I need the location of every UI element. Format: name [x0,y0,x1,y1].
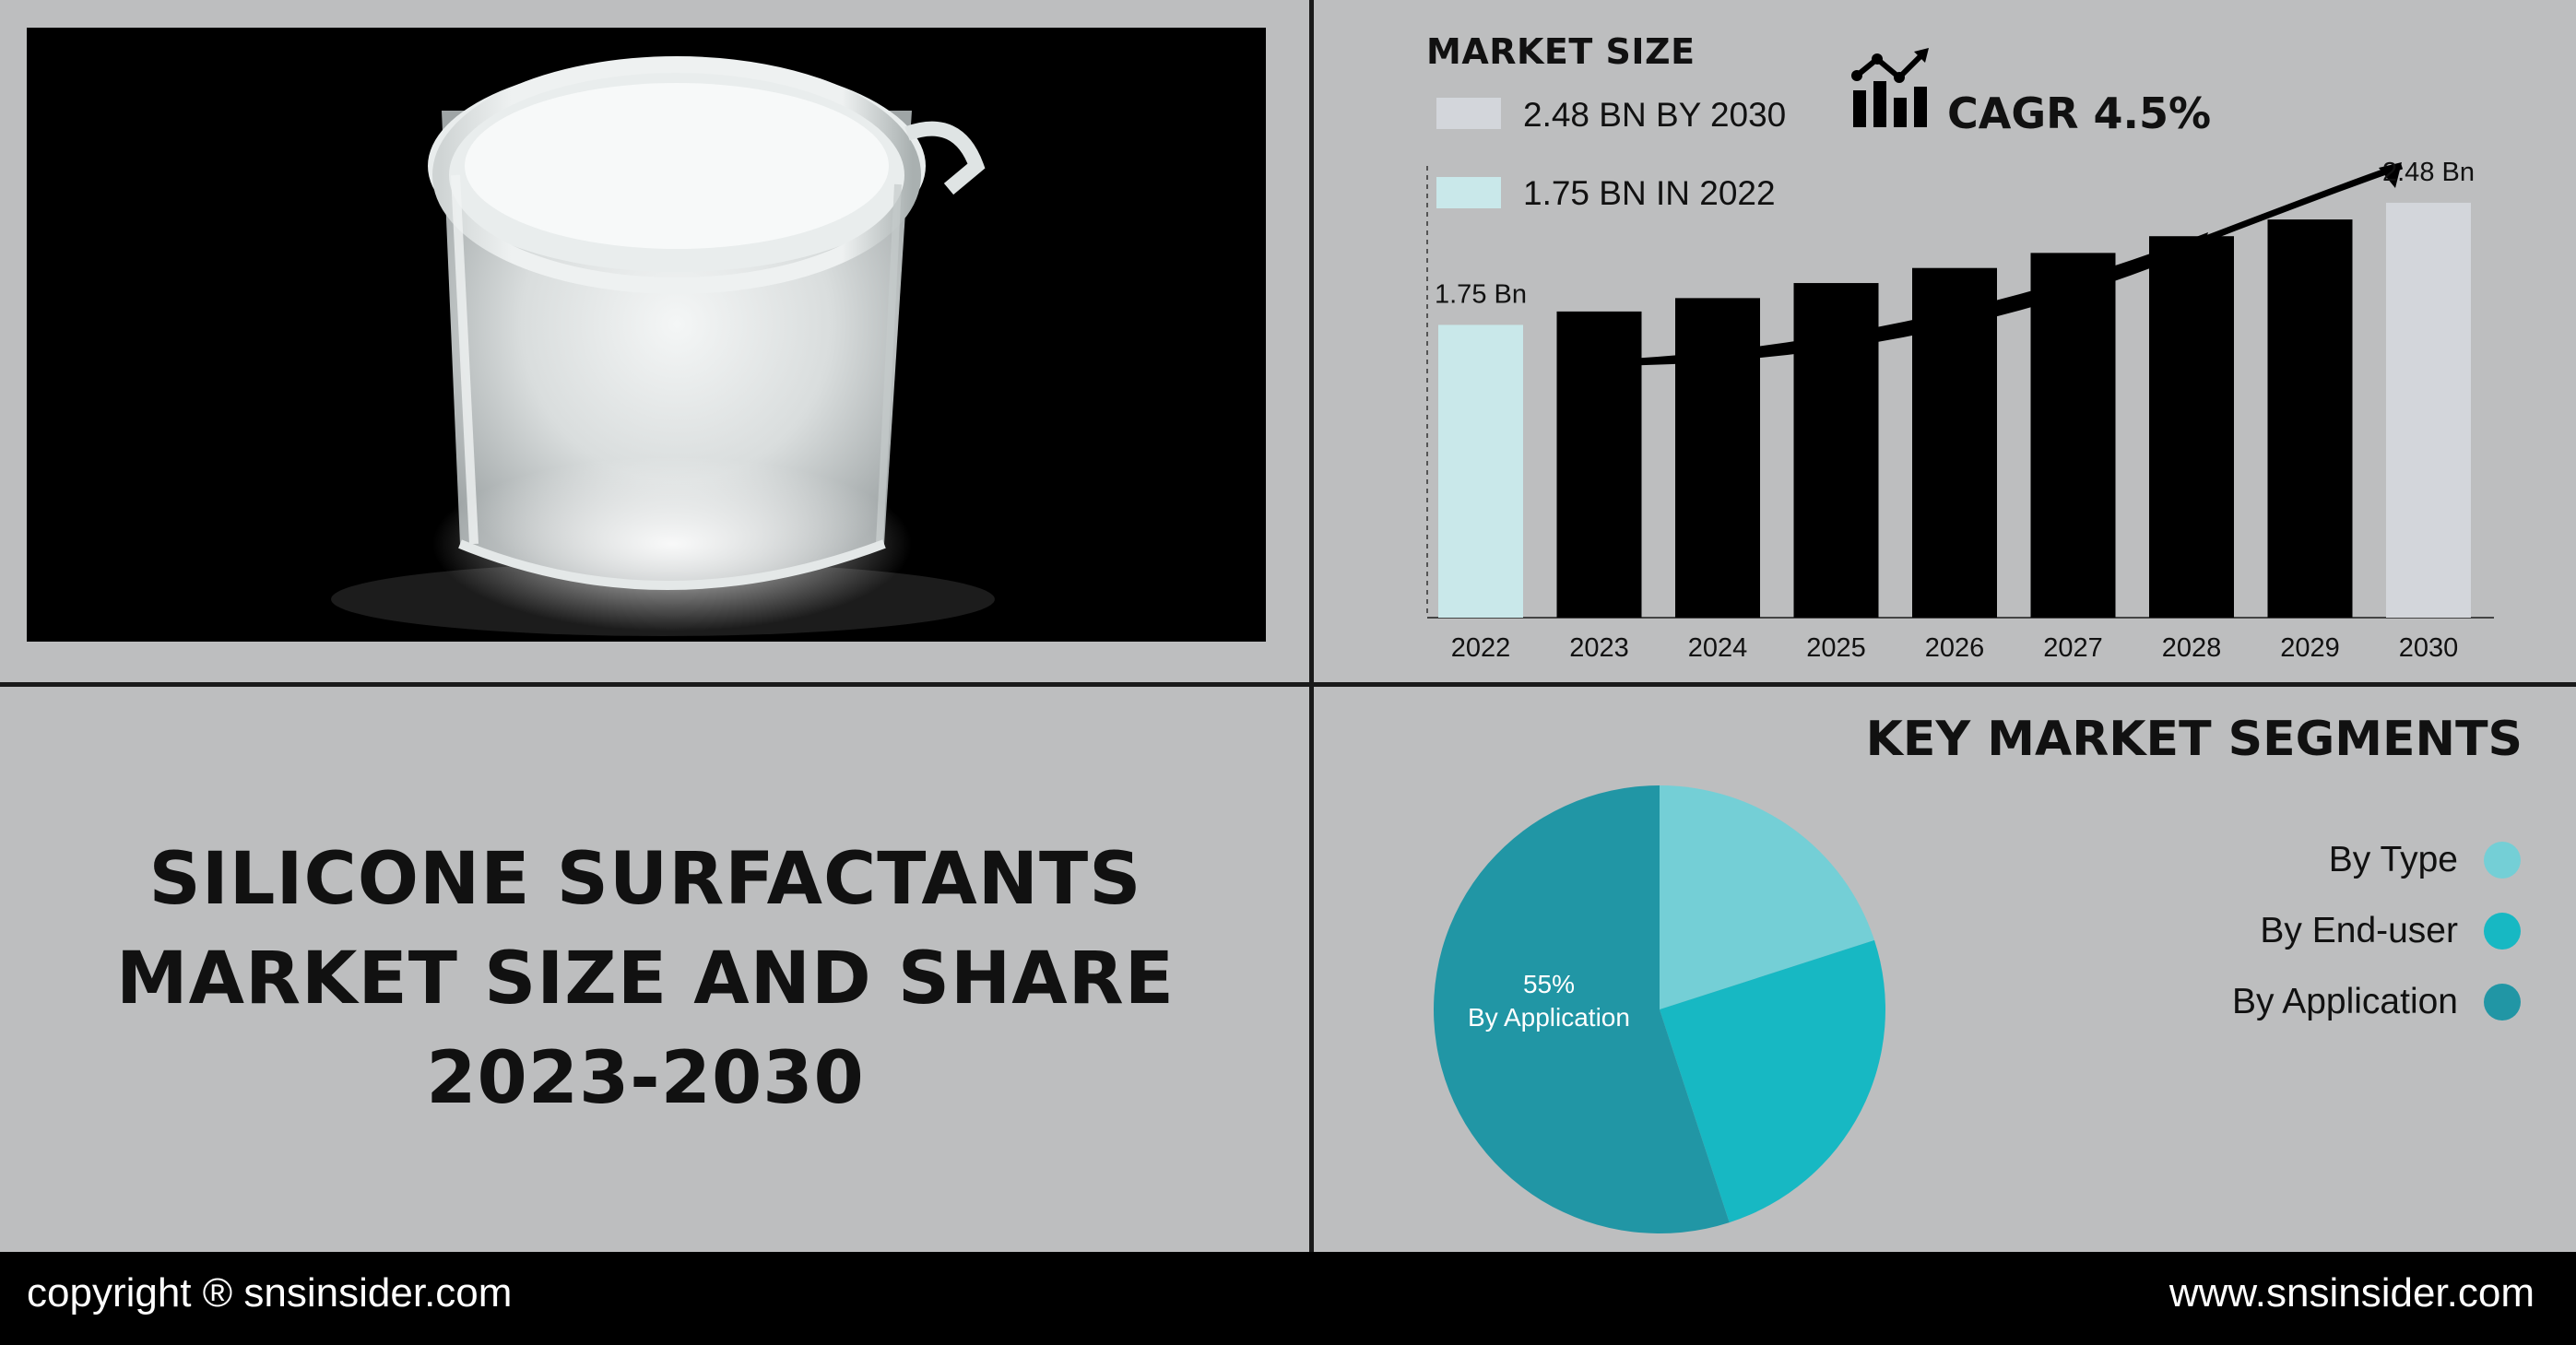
pie-slice-name-label: By Application [1468,1003,1630,1032]
footer-bar [0,1252,2576,1345]
pie-slice-by-application [1433,785,1730,1233]
segments-pie-chart: 55% By Application [1433,785,1885,1233]
segment-dot [2484,984,2521,1021]
segment-item-application: By Application [2232,979,2521,1025]
pie-slice-by-end-user [1660,939,1885,1223]
vertical-divider [1309,0,1314,1252]
beaker-illustration [331,56,995,636]
legend-label-2022: 1.75 BN IN 2022 [1523,174,1776,212]
bar-2029 [2267,219,2353,618]
x-tick-label-2027: 2027 [2043,633,2103,663]
bar-2023 [1556,311,1642,618]
cagr-value: CAGR 4.5% [1947,88,2212,138]
title-line-1: SILICONE SURFACTANTS [148,838,1142,921]
segment-label: By Application [2232,982,2458,1021]
bar-2024 [1675,298,1760,618]
copyright-text: copyright ® snsinsider.com [27,1270,513,1316]
segment-label: By Type [2328,840,2458,879]
x-tick-label-2029: 2029 [2280,633,2340,663]
x-tick-label-2028: 2028 [2162,633,2222,663]
title-line-2: MARKET SIZE AND SHARE [115,938,1176,1021]
product-photo [27,28,1266,642]
legend-label-2030: 2.48 BN BY 2030 [1523,96,1787,134]
segment-label: By End-user [2260,911,2458,950]
bar-2022 [1438,324,1523,618]
legend-swatch-2022 [1436,177,1501,208]
growth-arrow-head [2379,162,2402,188]
report-title: SILICONE SURFACTANTS MARKET SIZE AND SHA… [0,830,1291,1128]
market-size-bar-chart: 2022 1.75 Bn 2023 2024 2025 2026 2027 2028 2029 2… [1426,158,2494,663]
bar-2028 [2149,236,2234,618]
website-link[interactable]: www.snsinsider.com [2168,1270,2535,1316]
data-label-2022: 1.75 Bn [1435,279,1527,309]
bar-2025 [1793,283,1879,618]
x-tick-label-2030: 2030 [2399,633,2459,663]
x-tick-label-2023: 2023 [1569,633,1629,663]
x-tick-label-2024: 2024 [1688,633,1748,663]
segment-item-end-user: By End-user [2260,908,2521,954]
horizontal-divider [0,682,2576,687]
bar-2030 [2386,202,2471,618]
bar-2027 [2030,253,2116,618]
market-size-heading: MARKET SIZE [1426,31,1696,72]
pie-slice-by-type [1660,785,1875,1009]
key-market-segments-heading: KEY MARKET SEGMENTS [1865,712,2523,767]
legend-swatch-2030 [1436,98,1501,129]
growth-chart-icon [1851,48,1929,131]
pie-slice-value-label: 55% [1523,970,1575,998]
segment-item-type: By Type [2329,837,2521,883]
x-tick-label-2022: 2022 [1451,633,1511,663]
segment-dot [2484,913,2521,950]
title-line-3: 2023-2030 [426,1037,865,1120]
bar-2026 [1912,267,1997,618]
x-tick-label-2026: 2026 [1925,633,1985,663]
x-tick-label-2025: 2025 [1806,633,1866,663]
segment-dot [2484,842,2521,879]
data-label-2030: 2.48 Bn [2382,158,2475,187]
